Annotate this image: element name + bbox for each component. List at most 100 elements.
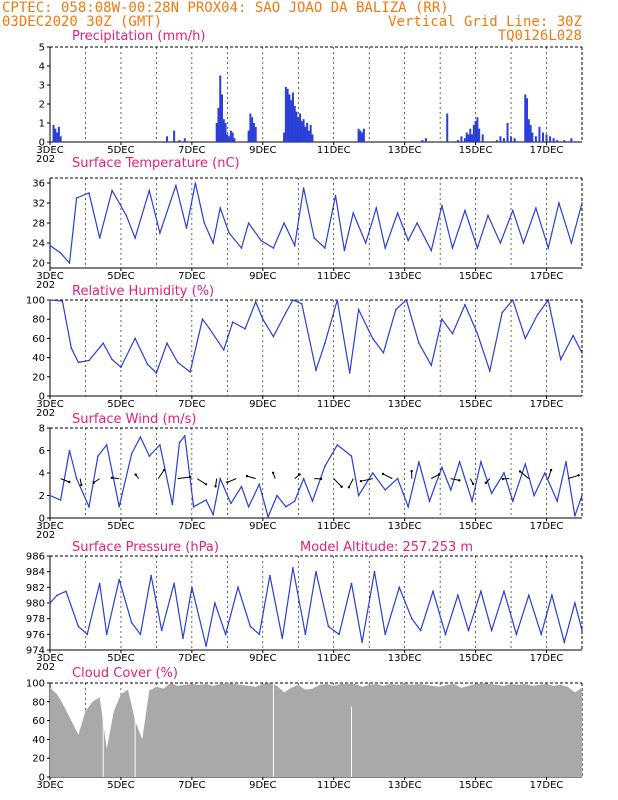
pressure-series-line [49, 567, 583, 647]
pressure-point [160, 629, 163, 632]
precip-bar [231, 132, 234, 142]
precip-bar [513, 138, 516, 142]
precip-bar [467, 134, 470, 142]
wind-point [88, 505, 90, 508]
precip-bar [284, 86, 287, 142]
pressure-ytick-label: 974 [26, 646, 45, 657]
wind-series-line [49, 434, 583, 519]
rh-point [120, 366, 122, 369]
temp-point [547, 247, 550, 249]
wind-arrow-head [347, 486, 351, 489]
temp-point [59, 252, 62, 254]
temp-point [396, 212, 399, 214]
wind-arrow [382, 473, 393, 480]
precip-bar [251, 117, 254, 142]
rh-point [301, 303, 303, 305]
precip-bar [361, 132, 364, 142]
pressure-ytick-label: 986 [26, 552, 45, 563]
wind-point [396, 477, 399, 480]
wind-point [512, 500, 514, 502]
pressure-xtick-label: 5DEC [107, 653, 134, 664]
wind-point [59, 499, 62, 501]
wind-panel: 0 2 4 6 8 3DEC 5DEC 7DEC 9DEC 11DEC 13DEC 15DEC 17DE… [36, 424, 583, 541]
temp-series-line [49, 182, 583, 265]
wind-ytick-label: 8 [39, 424, 45, 435]
precip-bar [545, 134, 548, 142]
temp-point [570, 242, 573, 244]
rh-point [512, 299, 514, 301]
pressure-point [56, 594, 58, 596]
wind-point [302, 477, 305, 480]
rh-point [292, 299, 294, 301]
precip-bar [463, 138, 466, 142]
precip-bar [290, 100, 293, 142]
wind-arrow-head [204, 483, 208, 486]
precip-xtick-label: 17DEC [530, 145, 564, 156]
precip-bar [295, 111, 298, 142]
rh-point [451, 332, 454, 335]
precip-bar [233, 138, 236, 142]
precip-bar [291, 92, 294, 142]
wind-arrow-head [484, 481, 488, 485]
pressure-point [65, 590, 67, 593]
pressure-point [551, 594, 553, 596]
wind-arrow-head [189, 475, 192, 479]
temp-point [343, 249, 346, 252]
wind-point [247, 505, 250, 508]
precip-ytick-label: 1 [39, 119, 45, 130]
pressure-point [237, 586, 239, 589]
precip-xtick-label: 9DEC [249, 145, 276, 156]
precip-bar [222, 119, 225, 142]
pressure-point [224, 633, 227, 636]
temp-point [49, 244, 51, 247]
wind-point [533, 494, 535, 497]
rh-point [536, 313, 539, 316]
wind-point [148, 455, 151, 457]
wind-arrow-head [458, 479, 461, 482]
temp-point [148, 189, 151, 192]
precip-bar [283, 132, 286, 142]
temp-point [487, 214, 489, 217]
precip-xtick-label: 7DEC [178, 145, 205, 156]
pressure-point [315, 570, 317, 573]
cloud-xtick-label: 5DEC [107, 780, 134, 791]
pressure-point [327, 625, 330, 628]
precip-bar [59, 136, 62, 142]
precip-bar [446, 113, 449, 142]
wind-arrow-head [110, 476, 114, 480]
wind-arrow-head [214, 485, 217, 488]
pressure-point [540, 633, 543, 636]
pressure-ytick-label: 980 [26, 599, 45, 610]
wind-title: Surface Wind (m/s) [72, 412, 196, 427]
precip-bar [460, 136, 463, 142]
precip-bar [247, 130, 250, 142]
rh-point [201, 318, 204, 321]
temp-xtick-label: 13DEC [388, 271, 422, 282]
pressure-point [258, 633, 261, 636]
rh-title: Relative Humidity (%) [72, 284, 214, 299]
wind-point [75, 477, 78, 480]
rh-point [155, 372, 158, 374]
rh-point [371, 337, 374, 340]
wind-xtick-label: 11DEC [317, 521, 351, 532]
temp-ytick-label: 32 [32, 199, 45, 210]
precip-bar [474, 121, 477, 142]
wind-point [219, 477, 222, 480]
wind-point [324, 465, 326, 468]
rh-ytick-label: 40 [32, 353, 45, 364]
precip-bar [538, 126, 541, 142]
rh-point [231, 321, 234, 323]
rh-point [61, 300, 64, 302]
precip-bar [471, 134, 474, 142]
rh-xtick-cut: 202 [36, 408, 55, 419]
pressure-point [444, 633, 447, 636]
wind-point [240, 485, 243, 488]
precip-ytick-label: 3 [39, 81, 45, 92]
wind-arrow-head [134, 473, 137, 476]
precip-bar [478, 128, 481, 142]
cloud-panel: 0 20 40 60 80 100 3DEC 5DEC 7DEC 9DEC 11DEC 13DEC 15… [26, 678, 583, 791]
temp-point [581, 202, 583, 204]
rh-xtick-label: 13DEC [388, 399, 422, 410]
rh-point [254, 301, 257, 303]
pressure-point [281, 637, 284, 640]
